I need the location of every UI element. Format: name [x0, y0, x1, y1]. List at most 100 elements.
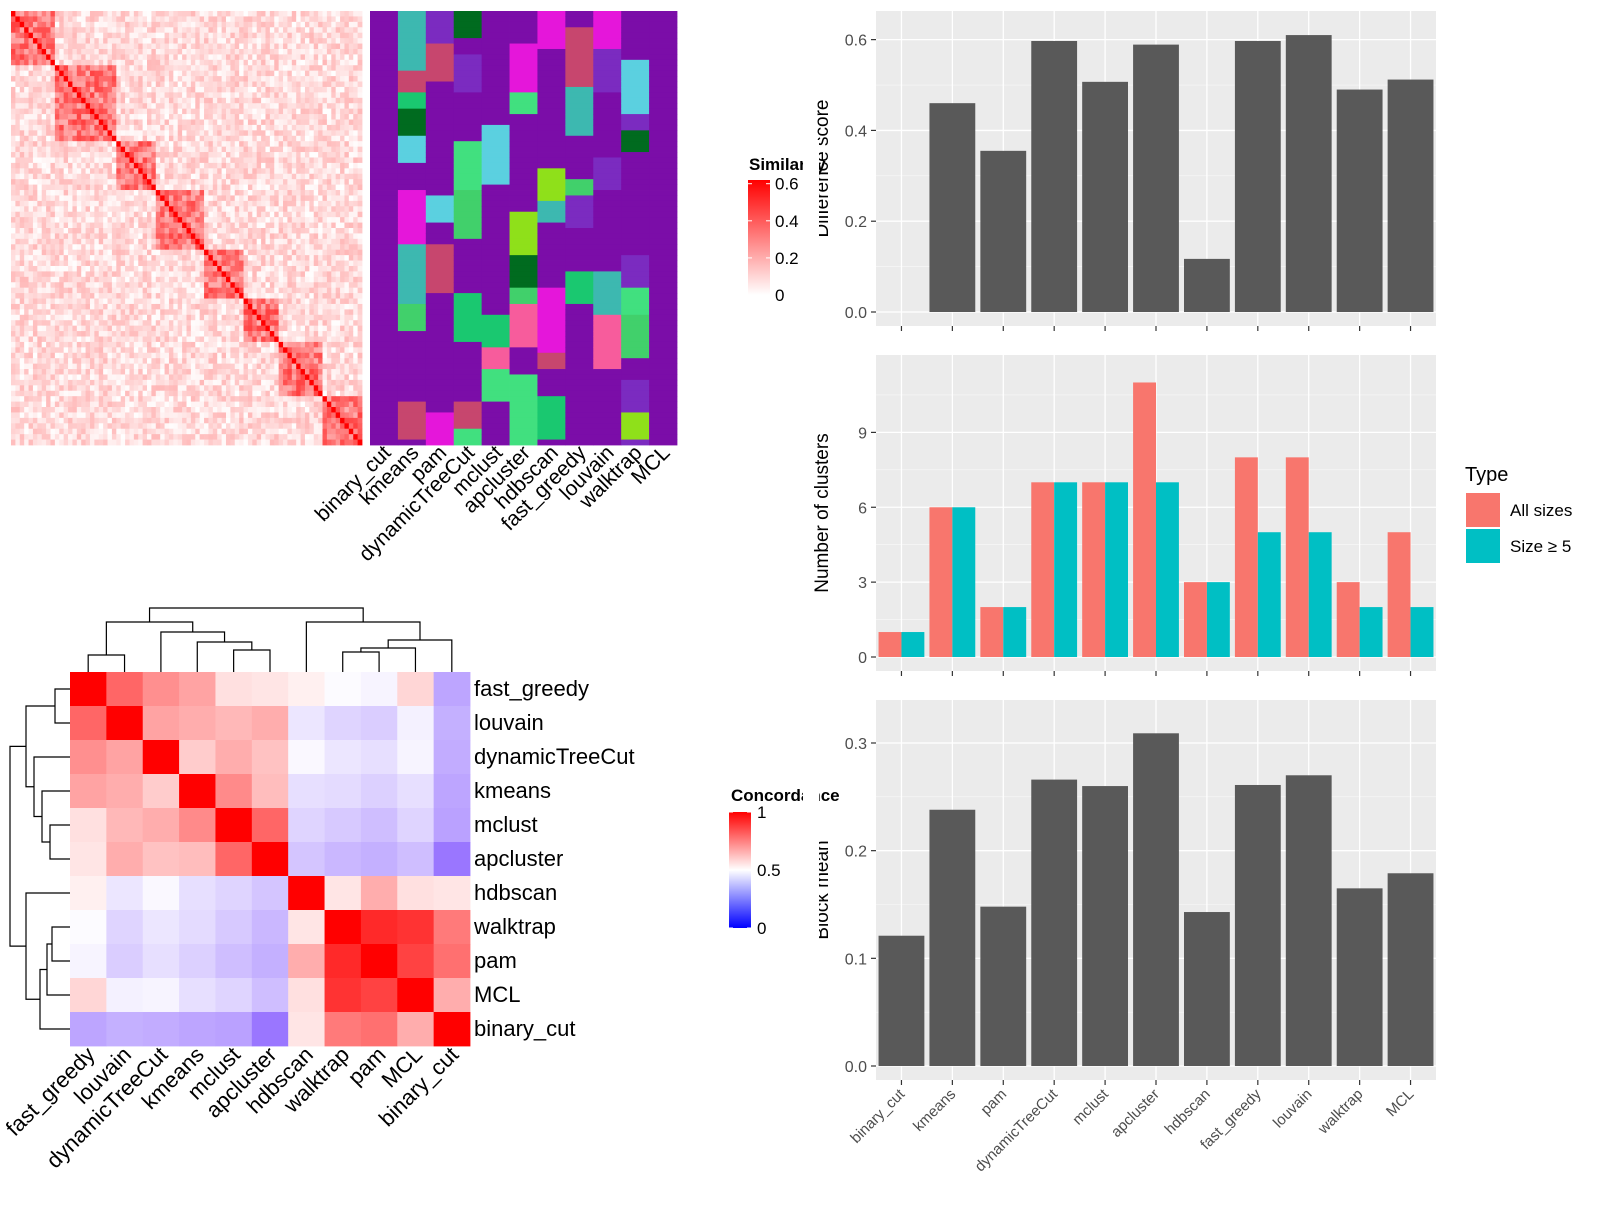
similarity-cell: [265, 217, 271, 223]
similarity-cell: [335, 341, 341, 348]
similarity-cell: [142, 347, 148, 354]
similarity-cell: [94, 152, 100, 158]
similarity-cell: [28, 32, 34, 39]
similarity-cell: [129, 43, 135, 50]
similarity-cell: [11, 347, 16, 354]
similarity-cell: [24, 331, 29, 337]
similarity-cell: [155, 206, 161, 213]
similarity-cell: [59, 43, 65, 50]
similarity-cell: [182, 92, 187, 99]
similarity-cell: [125, 135, 130, 142]
similarity-cell: [120, 70, 126, 77]
similarity-cell: [217, 43, 222, 50]
similarity-cell: [81, 108, 86, 115]
similarity-cell: [41, 298, 47, 305]
similarity-cell: [63, 157, 69, 164]
similarity-cell: [177, 287, 183, 294]
similarity-cell: [76, 320, 82, 327]
similarity-cell: [239, 331, 244, 337]
similarity-cell: [72, 70, 78, 77]
similarity-cell: [160, 157, 165, 164]
similarity-cell: [133, 54, 139, 61]
similarity-cell: [81, 32, 86, 39]
similarity-cell: [221, 287, 227, 294]
similarity-cell: [72, 76, 78, 82]
similarity-cell: [129, 341, 135, 348]
similarity-cell: [304, 141, 310, 148]
similarity-cell: [287, 341, 293, 348]
similarity-cell: [278, 293, 284, 299]
similarity-cell: [234, 260, 240, 267]
similarity-cell: [50, 70, 56, 77]
similarity-cell: [217, 309, 222, 316]
similarity-cell: [221, 130, 227, 137]
similarity-cell: [89, 54, 95, 61]
similarity-cell: [291, 146, 297, 153]
similarity-cell: [331, 190, 337, 196]
similarity-cell: [304, 293, 310, 299]
similarity-cell: [261, 341, 266, 348]
similarity-cell: [225, 260, 231, 267]
similarity-cell: [322, 108, 328, 115]
similarity-cell: [37, 206, 43, 213]
similarity-cell: [265, 146, 271, 153]
similarity-cell: [221, 228, 227, 234]
similarity-cell: [252, 173, 258, 180]
similarity-cell: [15, 314, 21, 321]
similarity-cell: [138, 130, 144, 137]
similarity-cell: [225, 249, 231, 256]
similarity-cell: [76, 276, 82, 283]
similarity-cell: [239, 293, 244, 299]
similarity-cell: [256, 152, 262, 158]
similarity-cell: [81, 260, 86, 267]
similarity-cell: [326, 173, 332, 180]
similarity-cell: [309, 130, 315, 137]
similarity-cell: [98, 114, 104, 120]
similarity-cell: [326, 16, 332, 23]
similarity-cell: [107, 309, 113, 316]
similarity-cell: [63, 97, 69, 104]
similarity-cell: [155, 298, 161, 305]
similarity-cell: [177, 184, 183, 191]
similarity-cell: [63, 282, 69, 289]
similarity-cell: [160, 287, 165, 294]
similarity-cell: [256, 190, 262, 196]
similarity-cell: [190, 184, 196, 191]
similarity-cell: [182, 179, 187, 185]
similarity-cell: [217, 146, 222, 153]
similarity-cell: [63, 27, 69, 34]
similarity-cell: [265, 92, 271, 99]
similarity-cell: [217, 168, 222, 175]
similarity-cell: [94, 260, 100, 267]
similarity-cell: [269, 336, 275, 343]
similarity-cell: [348, 331, 354, 337]
similarity-cell: [72, 184, 78, 191]
similarity-cell: [164, 135, 170, 142]
similarity-cell: [243, 124, 249, 131]
similarity-cell: [291, 16, 297, 23]
similarity-cell: [204, 157, 209, 164]
similarity-cell: [234, 48, 240, 55]
similarity-cell: [309, 119, 315, 126]
similarity-cell: [283, 238, 288, 245]
similarity-cell: [256, 124, 262, 131]
similarity-cell: [283, 27, 288, 34]
similarity-cell: [269, 271, 275, 278]
similarity-cell: [98, 11, 104, 17]
similarity-cell: [19, 119, 25, 126]
similarity-cell: [274, 190, 280, 196]
similarity-cell: [142, 314, 148, 321]
similarity-cell: [296, 190, 301, 196]
similarity-cell: [230, 76, 236, 82]
similarity-cell: [252, 124, 258, 131]
similarity-cell: [50, 92, 56, 99]
similarity-cell: [107, 124, 113, 131]
similarity-cell: [348, 303, 354, 310]
similarity-cell: [28, 260, 34, 267]
similarity-cell: [41, 130, 47, 137]
similarity-cell: [217, 276, 222, 283]
similarity-cell: [318, 271, 323, 278]
similarity-cell: [103, 249, 108, 256]
similarity-cell: [335, 108, 341, 115]
similarity-cell: [247, 320, 253, 327]
